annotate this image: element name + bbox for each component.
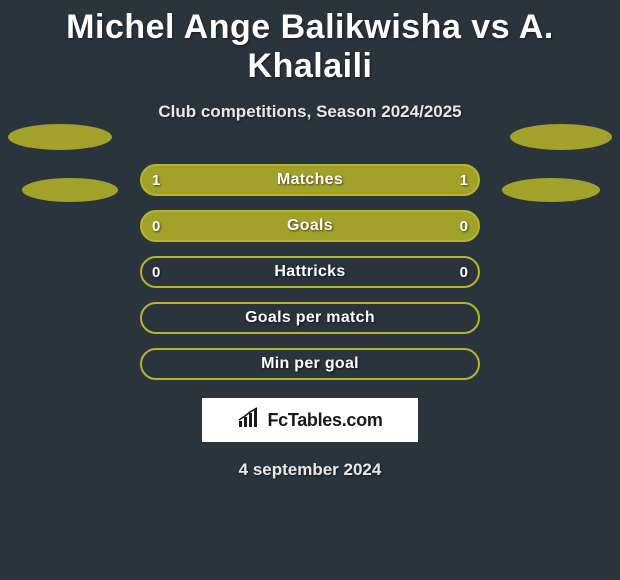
date-text: 4 september 2024 xyxy=(0,460,620,480)
stat-row: Goals0 0 xyxy=(0,210,620,242)
stat-value-right: 1 xyxy=(460,166,468,194)
stat-label: Min per goal xyxy=(142,350,478,378)
stat-row: Hattricks0 0 xyxy=(0,256,620,288)
stat-bar: Matches1 1 xyxy=(140,164,480,196)
stat-row: Goals per match xyxy=(0,302,620,334)
stat-label: Goals per match xyxy=(142,304,478,332)
stat-label: Goals xyxy=(142,212,478,240)
stat-bar: Hattricks0 0 xyxy=(140,256,480,288)
stat-bar: Min per goal xyxy=(140,348,480,380)
stat-bar: Goals0 0 xyxy=(140,210,480,242)
stat-bar: Goals per match xyxy=(140,302,480,334)
logo-chart-icon xyxy=(237,407,263,434)
logo-box: FcTables.com xyxy=(202,398,418,442)
decorative-ellipse xyxy=(22,178,118,202)
stat-value-right: 0 xyxy=(460,258,468,286)
decorative-ellipse xyxy=(8,124,112,150)
stat-value-right: 0 xyxy=(460,212,468,240)
stat-label: Hattricks xyxy=(142,258,478,286)
stat-label: Matches xyxy=(142,166,478,194)
stat-value-left: 1 xyxy=(152,166,160,194)
stat-value-left: 0 xyxy=(152,212,160,240)
subtitle: Club competitions, Season 2024/2025 xyxy=(0,102,620,122)
decorative-ellipse xyxy=(510,124,612,150)
stat-value-left: 0 xyxy=(152,258,160,286)
logo-text: FcTables.com xyxy=(267,410,382,431)
page-title: Michel Ange Balikwisha vs A. Khalaili xyxy=(0,0,620,86)
decorative-ellipse xyxy=(502,178,600,202)
stat-row: Min per goal xyxy=(0,348,620,380)
